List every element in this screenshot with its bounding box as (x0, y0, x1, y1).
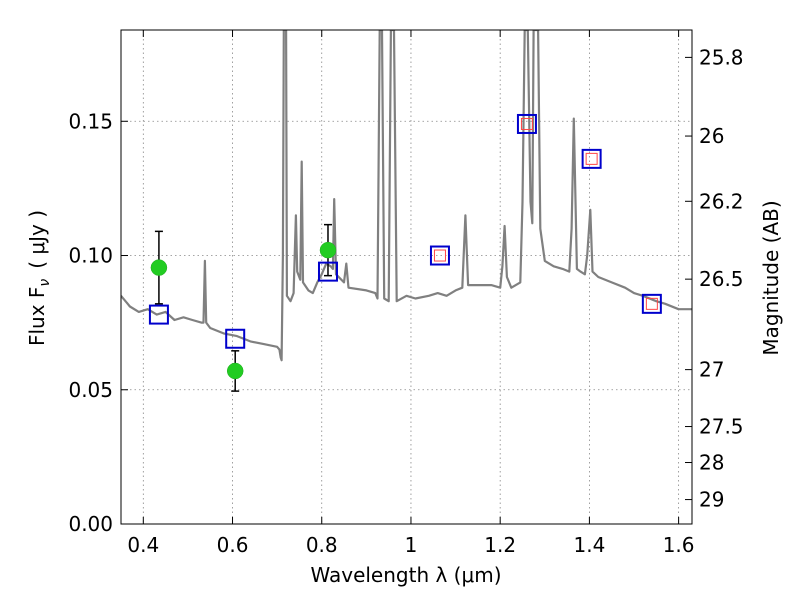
model-photometry-square (225, 328, 246, 349)
x-tick-label: 0.6 (217, 533, 249, 557)
y-axis-title-main: Flux F (25, 287, 49, 346)
model-photometry-square (148, 304, 169, 325)
x-tick-label: 1.6 (663, 533, 695, 557)
x-tick-label: 1 (405, 533, 418, 557)
axis-ticks: 0.4 0.6 0.8 1 1.2 1.4 1.6 0.00 0.05 0.10 0.15 25.8 2… (68, 30, 744, 557)
y-tick-label: 0.15 (68, 109, 113, 133)
y2-tick-label: 27.5 (699, 415, 744, 439)
x-tick-label: 0.8 (306, 533, 338, 557)
spectrum-line (121, 30, 692, 362)
y2-tick-label: 26.2 (699, 189, 744, 213)
model-photometry-square (581, 148, 602, 169)
y2-tick-label: 27 (699, 358, 724, 382)
model-photometry-square (429, 245, 450, 266)
observed-point (319, 241, 337, 259)
y2-tick-label: 26 (699, 124, 724, 148)
y2-tick-label: 29 (699, 488, 724, 512)
model-photometry-square (641, 293, 662, 314)
y-tick-label: 0.00 (68, 512, 113, 536)
model-photometry-inner-square (645, 297, 658, 310)
y-axis-title-unit: ( μJy ) (25, 210, 49, 269)
plot-area (121, 30, 692, 392)
observed-point (150, 259, 168, 276)
x-tick-label: 1.4 (573, 533, 605, 557)
x-tick-label: 0.4 (127, 533, 159, 557)
y-tick-label: 0.10 (68, 244, 113, 268)
plot-frame (120, 29, 693, 525)
model-photometry-square (317, 261, 338, 282)
model-photometry-inner-square (520, 117, 533, 130)
model-photometry-inner-square (585, 152, 598, 165)
y-axis-title-sub: ν (37, 279, 53, 287)
y-axis-title: Flux Fν ( μJy ) (25, 210, 53, 346)
y2-axis-title: Magnitude (AB) (759, 200, 783, 355)
model-photometry-inner-square (433, 249, 446, 262)
x-tick-label: 1.2 (484, 533, 516, 557)
y-tick-label: 0.05 (68, 378, 113, 402)
grid (121, 30, 692, 524)
observed-point (226, 362, 244, 380)
y2-tick-label: 26.5 (699, 267, 744, 291)
x-axis-title: Wavelength λ (μm) (310, 563, 501, 587)
model-photometry-square (516, 113, 537, 134)
y2-tick-label: 25.8 (699, 45, 744, 69)
y2-tick-label: 28 (699, 451, 724, 475)
